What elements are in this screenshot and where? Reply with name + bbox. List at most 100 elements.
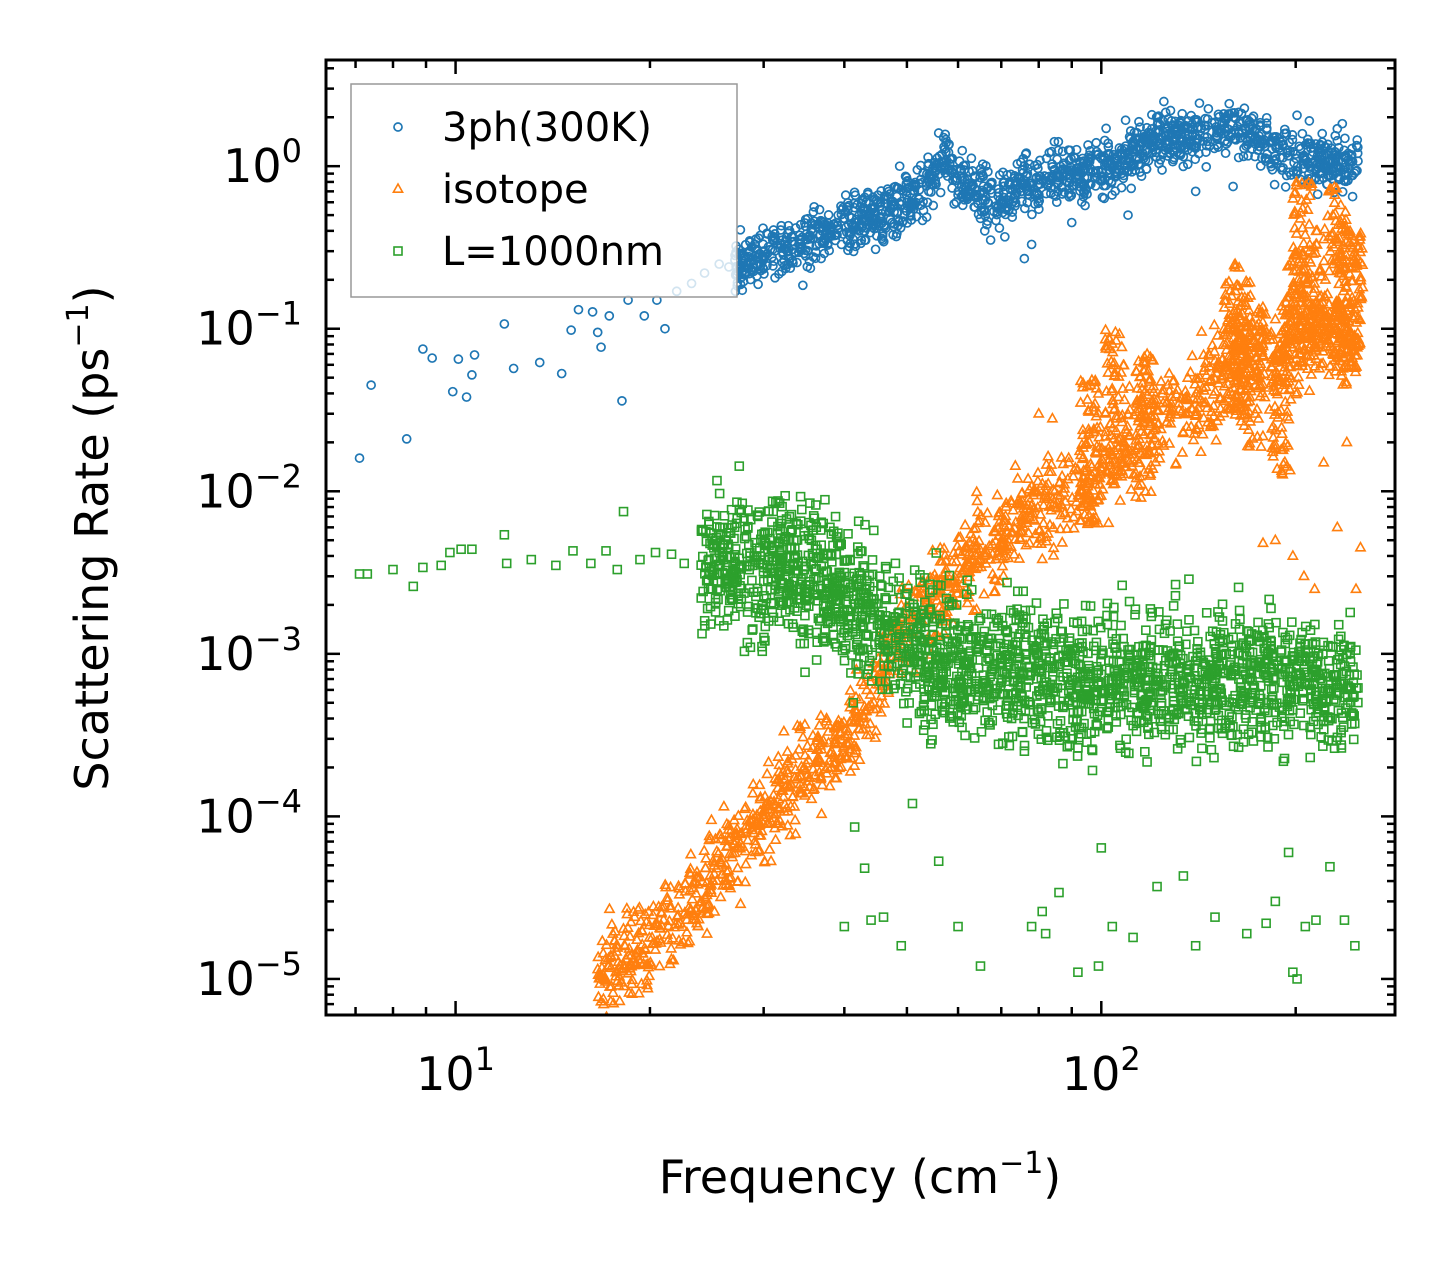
triangle-point [606,927,619,938]
circle-point [1090,167,1101,178]
triangle-point [661,928,674,939]
triangle-point [963,555,975,567]
triangle-point [776,783,789,795]
circle-point [865,227,876,238]
triangle-point [1211,362,1224,373]
triangle-point [1176,446,1189,457]
circle-point [469,350,480,360]
circle-point [824,245,835,256]
triangle-point [1204,420,1217,432]
triangle-point [653,932,666,944]
data-layer [354,96,1369,1015]
circle-point [918,168,928,178]
circle-point [777,266,787,277]
triangle-point [754,792,767,804]
circle-point [508,363,519,374]
triangle-point [1053,475,1066,487]
circle-point [1049,181,1060,192]
circle-point [901,189,912,200]
circle-point [573,304,584,315]
triangle-point [777,724,790,736]
triangle-point [798,789,811,800]
circle-point [1304,116,1315,126]
triangle-point [1011,472,1024,483]
circle-point [1066,217,1077,228]
circle-point [1221,111,1231,122]
triangle-point [1015,510,1028,522]
circle-point [1233,152,1244,163]
triangle-point [630,933,643,944]
circle-point [814,204,825,215]
circle-point [795,235,805,246]
circle-point [1053,136,1064,147]
circle-point [1015,183,1026,193]
circle-point [893,214,903,224]
circle-point [1330,152,1341,163]
circle-point [776,220,787,231]
triangle-point [661,893,674,905]
circle-point [1242,139,1253,150]
circle-point [1042,180,1053,191]
circle-point [783,220,794,231]
circle-point [1221,139,1232,149]
circle-point [1185,137,1196,148]
circle-point [1352,135,1363,145]
circle-point [880,194,891,204]
circle-point [918,196,928,207]
circle-point [740,251,751,261]
circle-point [1056,182,1067,193]
circle-point [1116,148,1127,158]
circle-point [1261,124,1272,135]
triangle-point [1056,536,1069,547]
triangle-point [1008,548,1021,559]
circle-point [1187,146,1198,157]
circle-point [1047,159,1057,169]
circle-point [1082,171,1093,182]
circle-point [1287,134,1298,145]
triangle-point [1170,387,1183,399]
circle-point [905,201,916,212]
circle-point [950,175,961,186]
circle-point [499,319,510,329]
triangle-point [649,943,662,954]
circle-point [1223,109,1234,119]
circle-point [1062,169,1073,180]
circle-point [739,261,750,272]
triangle-point [717,800,730,811]
circle-point [596,342,606,353]
triangle-point [844,765,857,776]
triangle-point [1123,380,1136,391]
triangle-point [643,931,656,942]
circle-point [1159,96,1169,107]
triangle-point [1157,383,1170,395]
circle-point [1201,162,1212,172]
triangle-point [731,861,744,873]
circle-point [1060,164,1071,175]
circle-point [401,434,412,444]
triangle-point [1042,465,1055,477]
circle-point [800,251,811,261]
circle-point [556,368,567,379]
circle-point [1071,144,1082,155]
triangle-point [746,786,759,798]
circle-point [872,190,883,200]
circle-point [1271,142,1281,153]
circle-point [809,201,820,212]
triangle-point [1036,477,1049,488]
triangle-point [686,892,699,904]
circle-point [1261,112,1272,123]
circle-point [1039,171,1050,181]
circle-point [976,206,987,217]
circle-point [1346,150,1357,160]
circle-point [1021,170,1032,181]
triangle-point [591,962,604,974]
triangle-point [837,715,850,727]
circle-point [847,221,858,231]
triangle-point [702,906,715,918]
triangle-point [1015,487,1028,499]
triangle-point [1156,434,1169,446]
triangle-point [1047,549,1060,560]
triangle-point [708,905,721,916]
triangle-point [664,957,676,969]
triangle-point [732,809,745,821]
